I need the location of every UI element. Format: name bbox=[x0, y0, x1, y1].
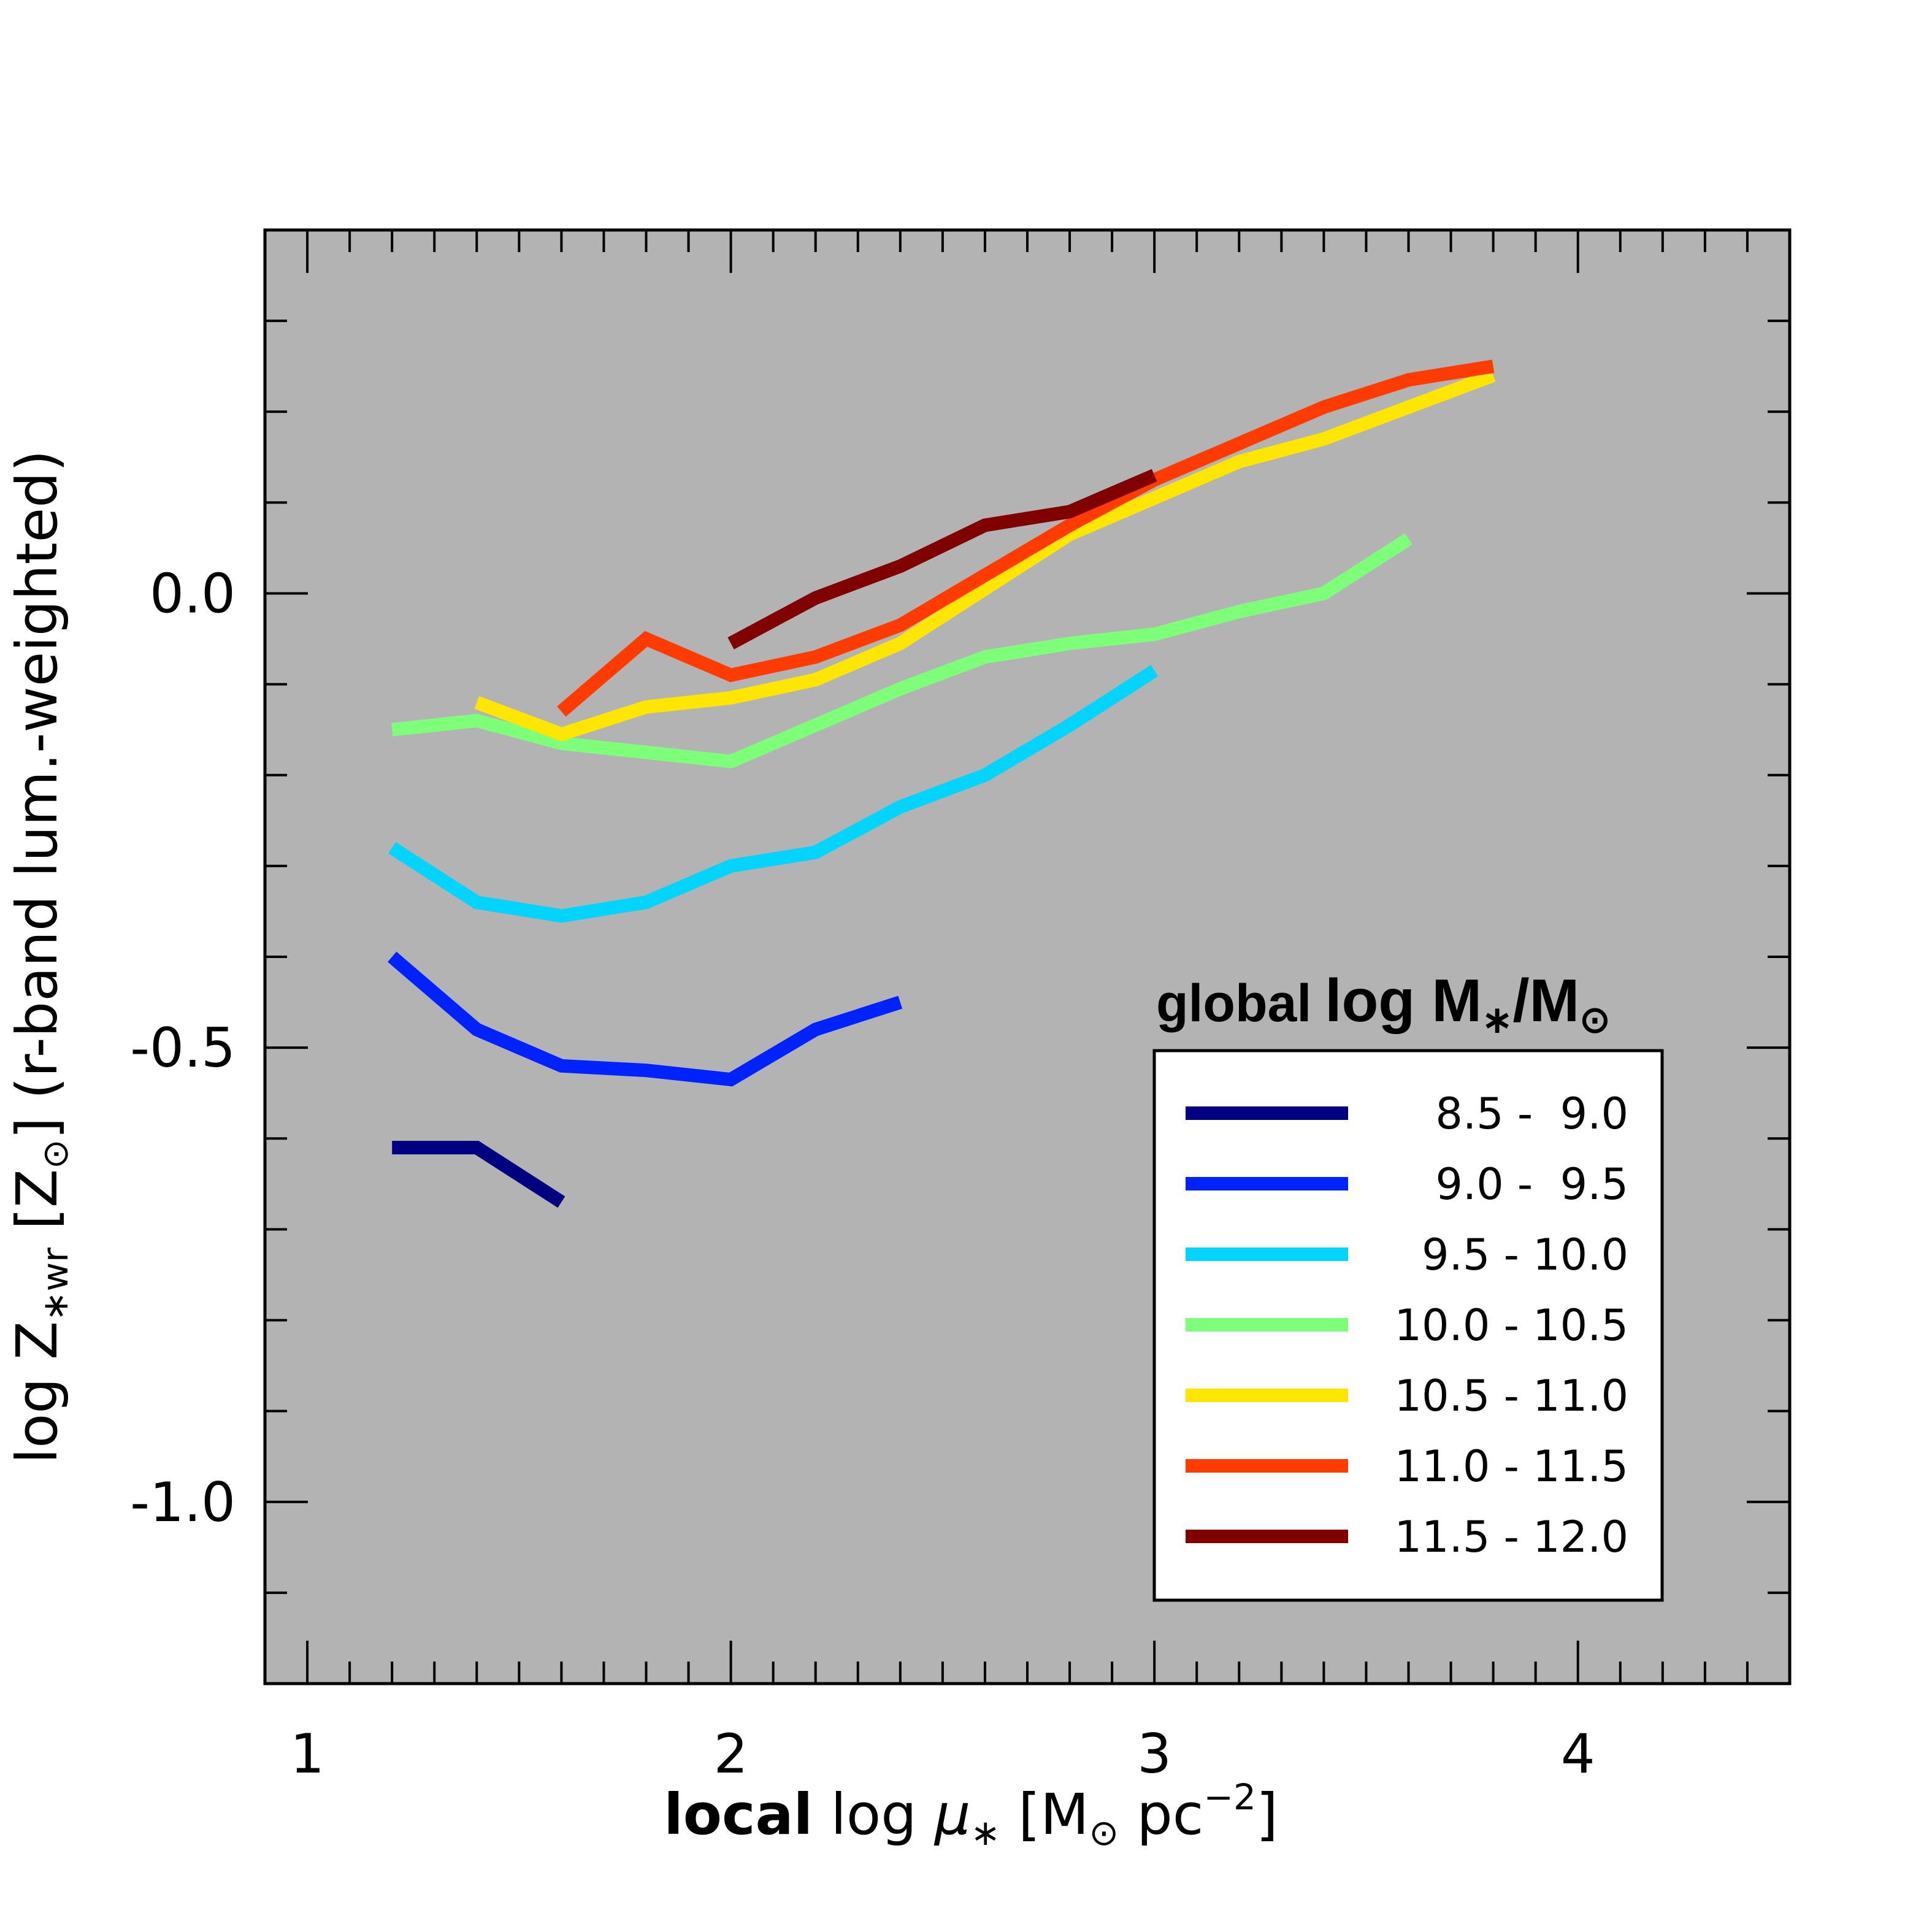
y-axis-label-sub: ∗wr bbox=[34, 1248, 76, 1321]
plot-frame bbox=[263, 228, 1792, 1685]
y-axis-label-sun: ⊙ bbox=[34, 1139, 76, 1169]
series-layer bbox=[388, 359, 1496, 1208]
tick-layer: 1 2 3 4 -1.0 -0.5 0.0 bbox=[130, 230, 1790, 1785]
series-line-6 bbox=[557, 359, 1495, 717]
legend-label: 9.5 - 10.0 bbox=[1408, 1230, 1628, 1280]
y-axis-label-mid: [Z bbox=[4, 1169, 70, 1248]
x-axis-label-close: ] bbox=[1256, 1782, 1278, 1847]
x-tick-label: 2 bbox=[714, 1722, 748, 1785]
x-axis-label-sup: −2 bbox=[1203, 1776, 1256, 1818]
y-tick-label: 0.0 bbox=[150, 562, 236, 626]
y-axis-label-post: ] (r-band lum.-weighted) bbox=[4, 450, 70, 1139]
series-line-7 bbox=[727, 469, 1157, 650]
x-tick-label: 1 bbox=[290, 1722, 324, 1785]
legend-label: 8.5 - 9.0 bbox=[1422, 1089, 1628, 1139]
y-tick-label: -1.0 bbox=[130, 1471, 236, 1534]
legend-entries: 8.5 - 9.0 9.0 - 9.5 9.5 - 10.0 10.0 - 10.… bbox=[1186, 1089, 1628, 1562]
y-tick-label: -0.5 bbox=[130, 1016, 236, 1079]
x-axis-label: local log μ∗ [M⊙ pc−2] bbox=[664, 1776, 1278, 1853]
legend-label: 10.5 - 11.0 bbox=[1395, 1371, 1628, 1421]
legend-label: 9.0 - 9.5 bbox=[1422, 1159, 1628, 1209]
legend-label: 11.0 - 11.5 bbox=[1395, 1441, 1628, 1492]
legend-title-sub: ∗ bbox=[1482, 999, 1512, 1040]
x-tick-label: 3 bbox=[1137, 1722, 1171, 1785]
legend-title-mid: /M bbox=[1512, 967, 1579, 1034]
y-axis-label-pre: log Z bbox=[4, 1321, 70, 1464]
series-line-4 bbox=[391, 533, 1413, 769]
legend-title-sun: ⊙ bbox=[1579, 999, 1610, 1040]
series-line-3 bbox=[388, 665, 1159, 923]
x-axis-label-bold: local bbox=[664, 1782, 813, 1847]
legend-label: 10.0 - 10.5 bbox=[1395, 1300, 1628, 1351]
x-axis-label-log: log bbox=[813, 1782, 935, 1847]
y-axis-label: log Z∗wr [Z⊙] (r-band lum.-weighted) bbox=[4, 450, 76, 1463]
series-line-5 bbox=[474, 369, 1496, 742]
series-line-1 bbox=[392, 1141, 565, 1208]
x-axis-label-sun: ⊙ bbox=[1089, 1812, 1119, 1853]
legend-title-global: global bbox=[1156, 974, 1311, 1033]
legend-title: global log M∗/M⊙ bbox=[1156, 967, 1610, 1040]
x-axis-label-mu: μ bbox=[933, 1782, 971, 1847]
legend-title-log: log M bbox=[1325, 967, 1482, 1034]
x-axis-label-unit: [M bbox=[1000, 1782, 1089, 1847]
x-axis-label-pc: pc bbox=[1119, 1782, 1203, 1847]
legend: global log M∗/M⊙ 8.5 - 9.0 9.0 - 9.5 9.5 … bbox=[1152, 967, 1664, 1602]
series-line-2 bbox=[388, 951, 903, 1087]
x-axis-label-sub: ∗ bbox=[970, 1812, 1000, 1853]
x-tick-label: 4 bbox=[1561, 1722, 1595, 1785]
legend-label: 11.5 - 12.0 bbox=[1395, 1512, 1628, 1562]
